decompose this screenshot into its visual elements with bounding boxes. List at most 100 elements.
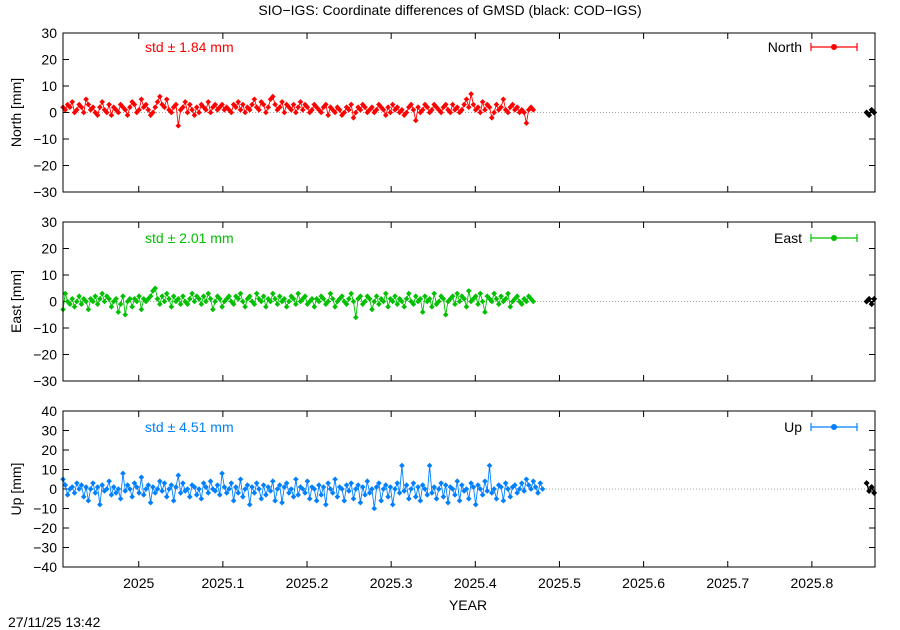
east-series-point — [491, 290, 497, 297]
north-series-point — [200, 104, 207, 110]
north-series-point — [191, 112, 198, 118]
east-series-point — [187, 296, 193, 302]
up-series-point — [369, 486, 375, 492]
east-ytick-label: 30 — [41, 214, 57, 230]
north-series-point — [157, 93, 163, 100]
east-series-point — [196, 296, 202, 302]
north-series-point — [528, 104, 534, 110]
north-series-point — [150, 109, 156, 116]
up-series-point — [507, 494, 514, 500]
up-series-point — [461, 488, 467, 494]
up-series-point — [233, 484, 239, 490]
up-series-point — [92, 490, 99, 496]
north-series-point — [389, 101, 396, 108]
up-ytick-label: −20 — [33, 520, 57, 536]
up-series-point — [339, 486, 345, 492]
east-series-point — [276, 293, 283, 299]
north-ytick-label: 0 — [49, 105, 57, 121]
north-series-point — [205, 99, 212, 105]
up-series-point — [302, 490, 308, 496]
east-series-point — [475, 301, 481, 307]
up-series-point — [216, 492, 223, 498]
up-series-point — [76, 486, 82, 492]
up-series-point — [514, 490, 520, 496]
north-ytick-label: 30 — [41, 25, 57, 41]
north-series-point — [233, 104, 239, 110]
north-series-point — [461, 101, 467, 108]
north-series-point — [276, 104, 283, 110]
up-series-point — [472, 501, 479, 508]
up-series-point — [258, 495, 265, 502]
north-series-point — [108, 112, 115, 118]
north-series-point — [256, 107, 262, 113]
east-series-point — [242, 304, 248, 310]
east-series-point — [293, 301, 299, 307]
east-series-point — [489, 298, 495, 305]
up-series-point — [512, 482, 518, 488]
up-series-point — [290, 494, 297, 500]
up-series-point — [101, 488, 108, 494]
up-series-point — [293, 476, 299, 483]
east-series-point — [399, 298, 405, 305]
east-series-point — [74, 298, 80, 305]
east-series-point — [519, 301, 525, 307]
north-series-point — [364, 109, 371, 116]
east-series-point — [479, 298, 486, 305]
north-series-point — [475, 104, 481, 110]
north-series-point — [83, 96, 89, 103]
north-cod-igs-series — [863, 106, 878, 119]
east-series-point — [528, 296, 534, 302]
east-series-point — [341, 298, 348, 305]
east-series-point — [210, 306, 216, 313]
north-ytick-label: −10 — [33, 131, 57, 147]
north-series-point — [429, 107, 435, 113]
north-series-point — [62, 107, 69, 113]
x-tick-label: 2025.7 — [706, 575, 749, 591]
north-series-point — [442, 101, 449, 108]
east-series-point — [302, 293, 308, 299]
east-series-point — [329, 296, 336, 302]
north-series-point — [219, 101, 225, 108]
up-series-point — [376, 480, 382, 486]
up-cod-igs-series — [863, 480, 878, 496]
north-series-point — [281, 109, 288, 116]
north-series-point — [283, 101, 290, 108]
up-series-point — [78, 482, 85, 488]
north-series-point — [124, 112, 131, 118]
north-series-point — [417, 109, 424, 116]
east-series-point — [353, 314, 359, 321]
east-series-point — [115, 309, 122, 315]
north-series-point — [226, 107, 232, 113]
north-series-point — [203, 107, 209, 113]
east-series-point — [412, 293, 419, 299]
up-series — [60, 462, 546, 512]
up-series-point — [378, 497, 384, 504]
east-series-point — [334, 298, 341, 305]
north-series-point — [362, 104, 368, 110]
east-ytick-label: 10 — [41, 267, 57, 283]
east-series-point — [500, 298, 507, 305]
up-series-point — [122, 488, 129, 494]
east-series-point — [299, 296, 306, 302]
east-series-point — [175, 296, 182, 302]
east-series-point — [445, 298, 451, 305]
north-series-point — [198, 101, 205, 108]
up-series-point — [399, 462, 405, 469]
east-series-point — [389, 298, 396, 305]
up-series-point — [387, 484, 394, 490]
east-series-point — [138, 306, 145, 313]
up-series-point — [157, 478, 163, 484]
east-series-point — [267, 298, 274, 305]
up-series-point — [385, 494, 391, 500]
up-series-point — [187, 494, 193, 500]
east-series-point — [69, 296, 76, 302]
north-series-point — [530, 107, 537, 113]
north-series-point — [207, 109, 214, 116]
up-series-point — [152, 490, 159, 496]
east-series-point — [161, 298, 168, 305]
panels-group: 30 20 10 0 −10 −20 −30 North [mm] std ± 1.84 mm N… — [8, 25, 878, 591]
east-series-point — [468, 298, 474, 305]
up-series-point — [493, 495, 500, 502]
up-series-point — [150, 484, 156, 490]
east-series-point — [336, 296, 343, 302]
